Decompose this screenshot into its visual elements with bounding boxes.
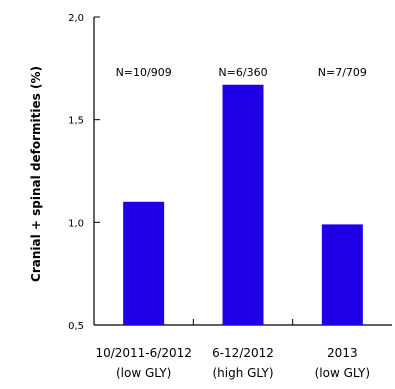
category-label-line2: (low GLY) bbox=[116, 366, 171, 380]
bar-annotation: N=7/709 bbox=[318, 66, 367, 79]
labels: 0,5 1,0 1,5 2,0 Cranial + spinal deformities… bbox=[29, 13, 370, 380]
category-label-line1: 2013 bbox=[327, 346, 358, 360]
category-label-line2: (low GLY) bbox=[315, 366, 370, 380]
y-axis-label: Cranial + spinal deformities (%) bbox=[29, 66, 43, 282]
y-tick-label: 2,0 bbox=[68, 13, 84, 24]
bars bbox=[123, 84, 363, 325]
category-label-line1: 6-12/2012 bbox=[212, 346, 274, 360]
y-tick-label: 1,5 bbox=[68, 116, 84, 127]
bar bbox=[222, 84, 264, 325]
y-tick-label: 0,5 bbox=[68, 321, 84, 332]
bar bbox=[321, 224, 363, 325]
bar bbox=[123, 201, 165, 325]
category-label-line1: 10/2011-6/2012 bbox=[95, 346, 191, 360]
y-tick-label: 1,0 bbox=[68, 218, 84, 229]
category-label-line2: (high GLY) bbox=[212, 366, 273, 380]
bar-annotation: N=6/360 bbox=[218, 66, 267, 79]
bar-annotation: N=10/909 bbox=[116, 66, 172, 79]
